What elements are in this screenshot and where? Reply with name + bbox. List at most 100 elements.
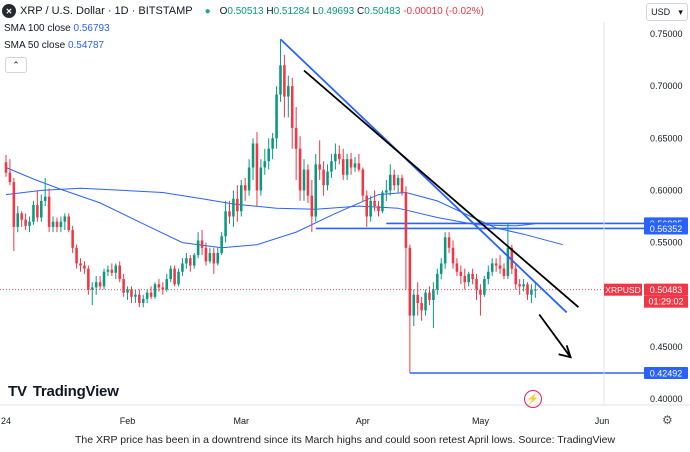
candle	[518, 279, 521, 295]
candle-body	[126, 289, 129, 293]
candle-body	[47, 196, 51, 227]
candle	[396, 174, 400, 193]
candle	[55, 217, 59, 233]
candle	[428, 286, 431, 306]
candle	[204, 242, 208, 266]
candle-body	[471, 273, 474, 280]
candle-body	[479, 289, 482, 295]
candle-body	[294, 127, 298, 149]
candle-body	[71, 230, 74, 248]
candle-body	[447, 237, 451, 248]
candle-body	[428, 292, 431, 300]
horizontal-levels	[0, 222, 650, 374]
candle-body	[357, 163, 361, 170]
gear-icon[interactable]: ⚙	[662, 413, 673, 427]
change-readout: -0.00010 (-0.02%)	[403, 5, 484, 17]
candle-body	[279, 65, 282, 95]
candle-body	[290, 86, 294, 128]
candle-body	[487, 271, 490, 280]
candle	[436, 268, 439, 295]
candle-body	[232, 198, 235, 217]
candle	[322, 161, 325, 196]
price-tag-bg	[644, 367, 688, 380]
candle-body	[338, 153, 341, 160]
ohlc-readout: O0.50513 H0.51284 L0.49693 C0.50483 -0.0…	[219, 5, 484, 17]
candle-body	[247, 167, 251, 191]
candle	[451, 240, 455, 269]
candle-body	[122, 279, 125, 293]
candle-body	[334, 153, 337, 162]
candle-body	[400, 177, 404, 193]
sma50-legend[interactable]: SMA 50 close 0.54787	[4, 40, 105, 51]
candle-body	[302, 169, 306, 191]
candle	[498, 255, 502, 274]
candle-body	[287, 86, 290, 97]
candle	[534, 282, 537, 298]
candle-body	[55, 221, 59, 227]
candle-body	[36, 205, 39, 218]
candle	[530, 284, 533, 304]
candle	[224, 200, 227, 243]
candle	[479, 284, 482, 316]
candle-body	[236, 198, 239, 212]
candle-body	[424, 292, 427, 311]
candle	[236, 185, 239, 222]
blue-downtrend-trendline	[279, 38, 568, 314]
candle-body	[263, 161, 267, 168]
currency-button[interactable]: USD ▾	[646, 3, 688, 21]
candle	[506, 223, 510, 280]
candle-body	[43, 196, 47, 201]
candle-body	[67, 216, 71, 231]
candle-body	[518, 284, 521, 287]
candle-body	[75, 247, 78, 264]
sma100-legend[interactable]: SMA 100 close 0.56793	[4, 23, 110, 34]
candle-body	[330, 161, 333, 172]
candle-body	[502, 268, 506, 276]
candle-body	[192, 255, 196, 266]
candle	[90, 282, 94, 306]
candle	[12, 177, 16, 251]
candle-body	[161, 287, 165, 290]
symbol-title[interactable]: XRP / U.S. Dollar · 1D · BITSTAMP	[20, 5, 193, 17]
candle	[341, 148, 345, 180]
candle-body	[369, 200, 372, 217]
candle-body	[106, 269, 110, 272]
candle-body	[514, 268, 518, 285]
x-tick-label: 24	[1, 416, 11, 426]
y-tick-label: 0.45000	[650, 342, 683, 352]
candle-body	[408, 247, 412, 316]
x-tick-label: Apr	[356, 416, 370, 426]
candle-body	[381, 192, 384, 212]
collapse-indicators-button[interactable]: ⌃	[5, 57, 27, 73]
candle-body	[467, 273, 470, 283]
candle	[447, 232, 451, 253]
candle-body	[12, 182, 16, 227]
candle	[459, 265, 463, 285]
candle-body	[314, 164, 318, 217]
candle-body	[224, 211, 227, 237]
candle	[483, 275, 486, 297]
candle	[412, 289, 416, 326]
candle	[275, 86, 278, 149]
candle	[334, 143, 337, 170]
chevron-down-icon: ▾	[678, 6, 683, 17]
axes: 0.750000.700000.650000.600000.550000.500…	[0, 22, 690, 426]
candle-body	[298, 148, 302, 191]
candle	[298, 136, 302, 201]
candle-body	[498, 265, 502, 269]
candle	[16, 206, 20, 233]
candle	[408, 244, 412, 373]
lightning-icon[interactable]: ⚡	[524, 390, 542, 408]
candle-body	[322, 169, 325, 186]
candle	[243, 177, 247, 201]
candle	[4, 154, 8, 177]
chevron-up-icon: ⌃	[12, 59, 20, 70]
candle	[475, 273, 478, 300]
y-tick-label: 0.75000	[650, 29, 683, 39]
candle	[200, 230, 204, 256]
candle-body	[90, 287, 94, 290]
candle-body	[463, 275, 467, 283]
symbol-tag-text: XRPUSD	[605, 285, 640, 295]
candle	[130, 286, 133, 304]
